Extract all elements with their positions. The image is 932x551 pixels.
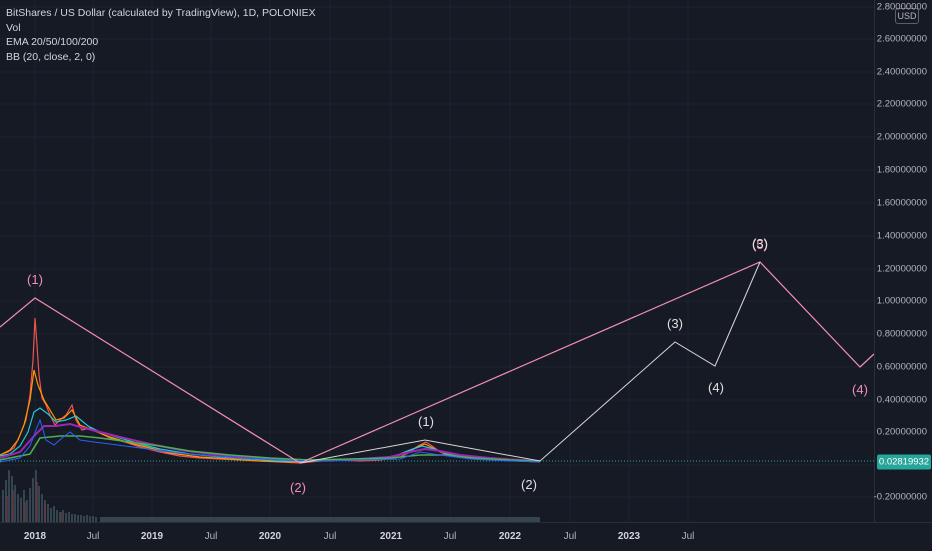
time-label: Jul [204,531,218,542]
time-label: Jul [323,531,337,542]
wave-label-major-4: (4) [852,382,868,397]
time-label: Jul [443,531,457,542]
time-label: 2019 [140,531,164,542]
price-label: 0.40000000 [876,394,927,406]
wave-label-major-1: (1) [27,272,43,287]
price-label: 1.60000000 [876,197,927,209]
price-label: 0.20000000 [876,426,927,438]
price-label: 2.60000000 [876,33,927,45]
wave-label-top-3: (3) [752,236,768,251]
vol-indicator-label[interactable]: Vol [6,21,21,34]
time-label: 2022 [498,531,522,542]
price-label: 2.80000000 [876,1,927,13]
time-label: Jul [681,531,695,542]
pink-wave-line [0,261,874,464]
time-label: Jul [86,531,100,542]
bb-indicator-label[interactable]: BB (20, close, 2, 0) [6,50,96,63]
price-label: 0.80000000 [876,328,927,340]
symbol-title[interactable]: BitShares / US Dollar (calculated by Tra… [6,7,316,19]
time-label: 2020 [258,531,282,542]
currency-button[interactable]: USD [895,8,919,24]
price-label: 2.40000000 [876,66,927,78]
time-label: 2018 [23,531,47,542]
wave-label-minor-3: (3) [667,316,683,331]
wave-label-minor-2: (2) [521,477,537,492]
price-series [0,317,541,464]
wave-label-top-5: (5) [752,237,768,252]
time-label: Jul [563,531,577,542]
chart-area[interactable]: (1) (2) (4) (5) (3) (1) (2) (3) (4) BitS… [0,0,874,522]
price-label: 2.00000000 [876,131,927,143]
time-scale[interactable]: 2018 Jul 2019 Jul 2020 Jul 2021 Jul 2022… [0,522,932,551]
time-label: 2023 [617,531,641,542]
last-price-tag: 0.02819932 [877,454,931,470]
volume-bars [2,470,540,522]
price-label: 2.20000000 [876,98,927,110]
price-label: 1.00000000 [876,295,927,307]
time-label: 2021 [379,531,403,542]
chart-canvas[interactable]: (1) (2) (4) (5) (3) (1) (2) (3) (4) [0,0,874,522]
wave-label-minor-4: (4) [708,380,724,395]
price-label: 1.40000000 [876,230,927,242]
price-label: 0.60000000 [876,361,927,373]
price-label: -0.20000000 [873,491,927,503]
wave-label-major-2: (2) [290,480,306,495]
price-label: 1.80000000 [876,164,927,176]
ema-indicator-label[interactable]: EMA 20/50/100/200 [6,36,99,48]
chart-legend: BitShares / US Dollar (calculated by Tra… [6,6,316,64]
price-scale[interactable]: USD 2.80000000 2.60000000 2.40000000 2.2… [874,0,932,522]
wave-label-minor-1: (1) [418,414,434,429]
price-label: 1.20000000 [876,263,927,275]
white-wave-line [299,261,761,464]
